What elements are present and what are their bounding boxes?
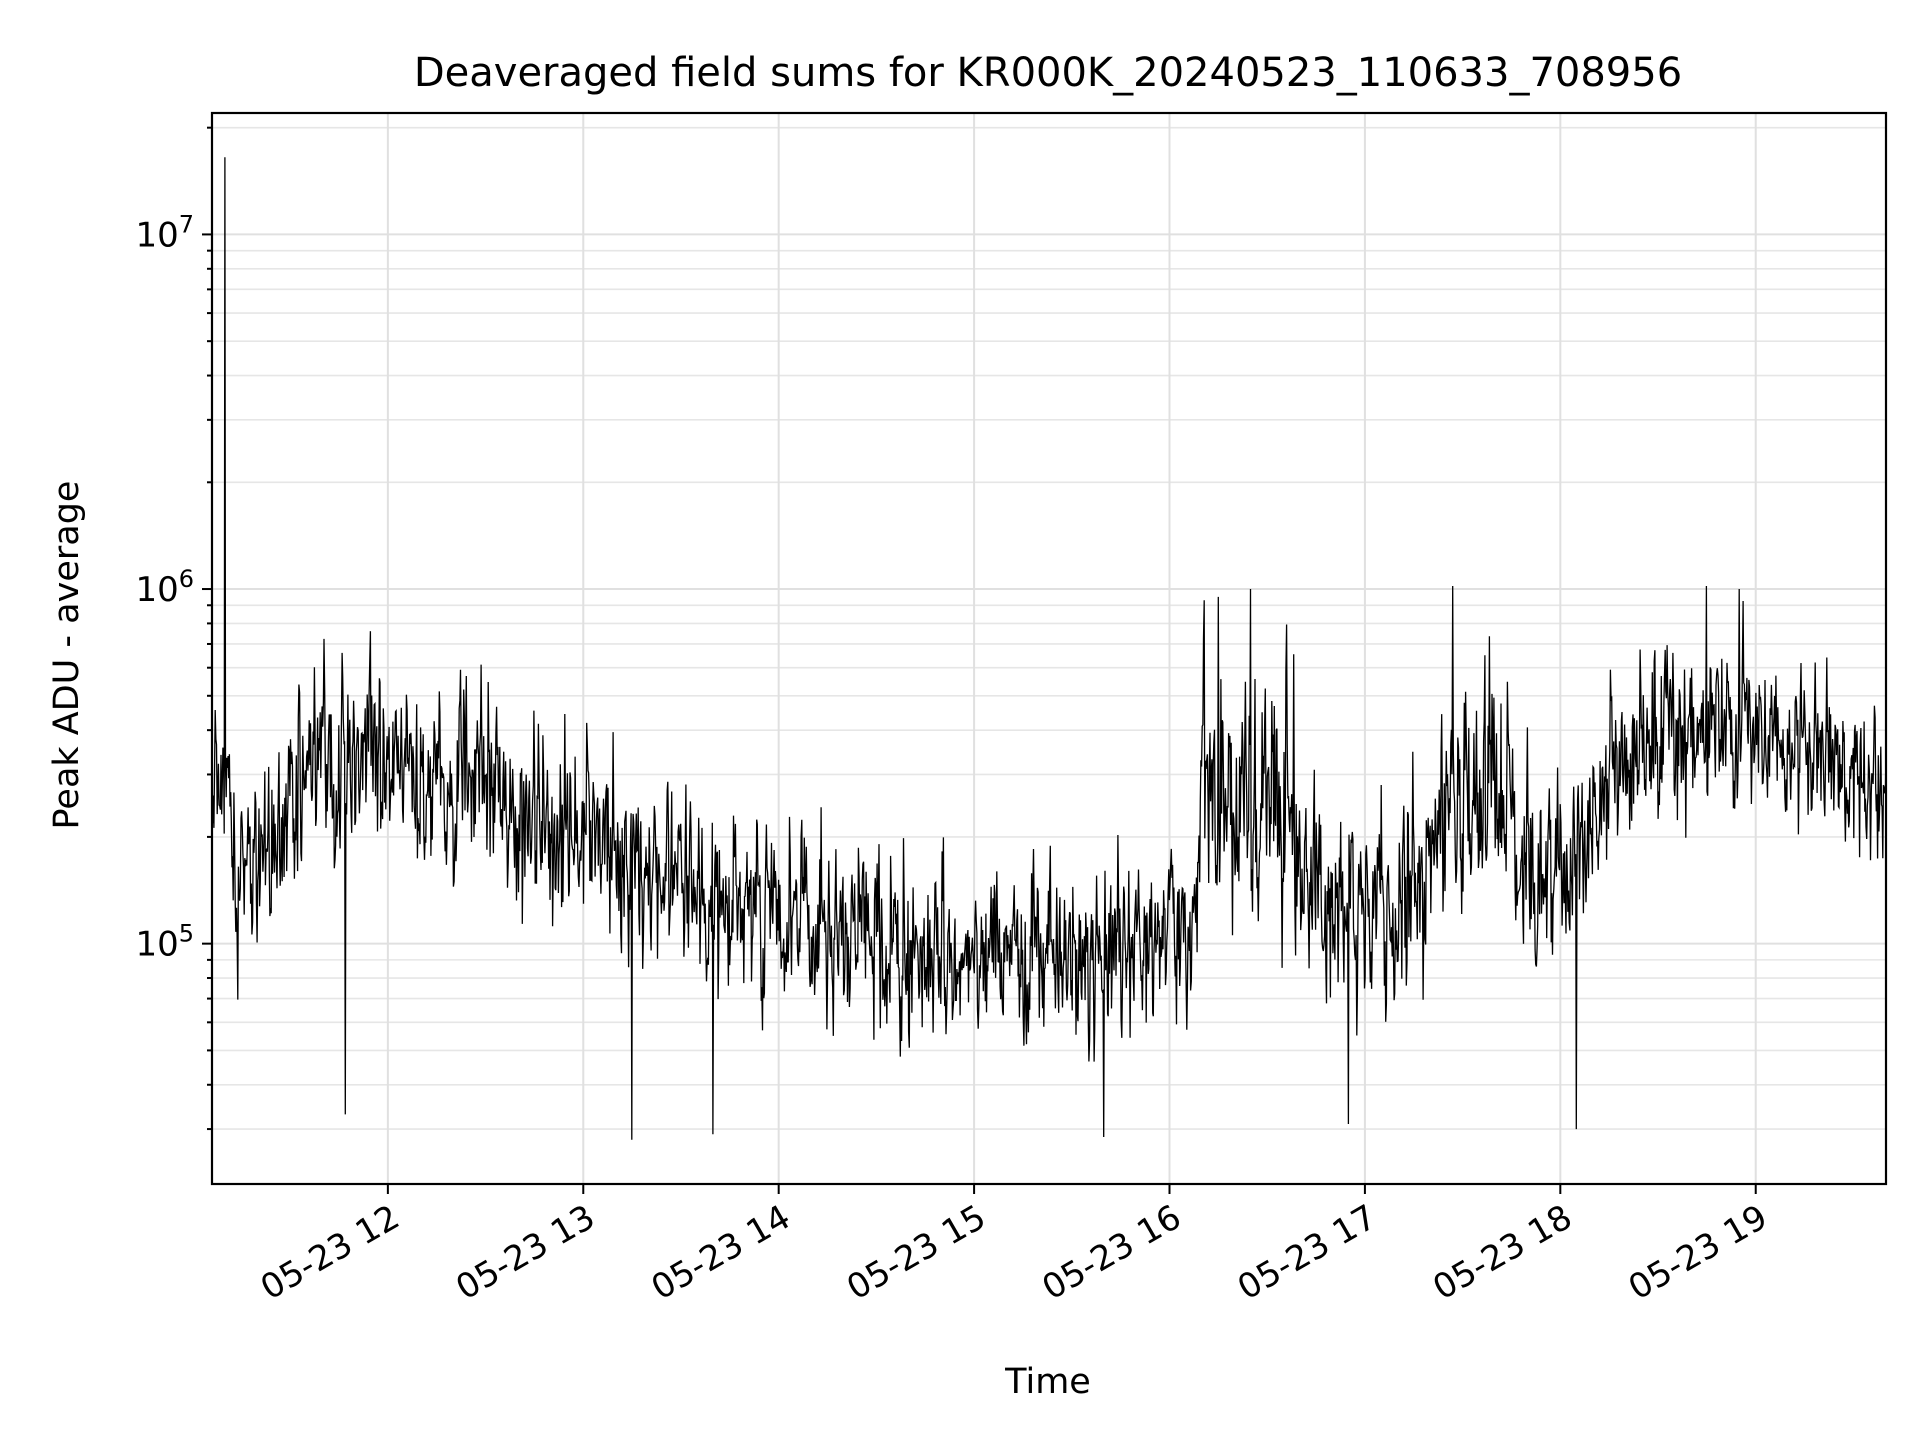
y-tick-label-exponent: 7 [179, 210, 194, 238]
x-tick-label: 05-23 18 [1426, 1197, 1578, 1308]
y-tick-label-base: 10 [135, 215, 178, 255]
y-tick-label: 106 [135, 565, 194, 610]
x-tick-label: 05-23 13 [449, 1197, 601, 1308]
x-tick-label: 05-23 17 [1231, 1197, 1383, 1308]
y-tick-label: 105 [135, 920, 194, 965]
x-axis-ticks: 05-23 12 05-23 13 05-23 14 05-23 15 05-23 16… [254, 1184, 1774, 1308]
plot-area-frame [210, 111, 1888, 1186]
x-tick-label: 05-23 16 [1036, 1197, 1188, 1308]
y-tick-label-base: 10 [135, 925, 178, 965]
x-axis-label: Time [1004, 1362, 1091, 1402]
y-axis-label: Peak ADU - average [47, 481, 87, 830]
grid-lines [212, 113, 1886, 1184]
x-tick-label: 05-23 14 [645, 1197, 797, 1308]
y-tick-label-exponent: 6 [179, 565, 194, 593]
chart-title: Deaveraged field sums for KR000K_2024052… [414, 50, 1682, 96]
x-tick-label: 05-23 19 [1622, 1197, 1774, 1308]
series-line-peak-adu [211, 157, 1887, 1140]
x-tick-label: 05-23 12 [254, 1197, 406, 1308]
y-tick-label: 107 [135, 210, 194, 255]
x-tick-label: 05-23 15 [840, 1197, 992, 1308]
y-tick-label-base: 10 [135, 570, 178, 610]
y-tick-label-exponent: 5 [179, 920, 194, 948]
